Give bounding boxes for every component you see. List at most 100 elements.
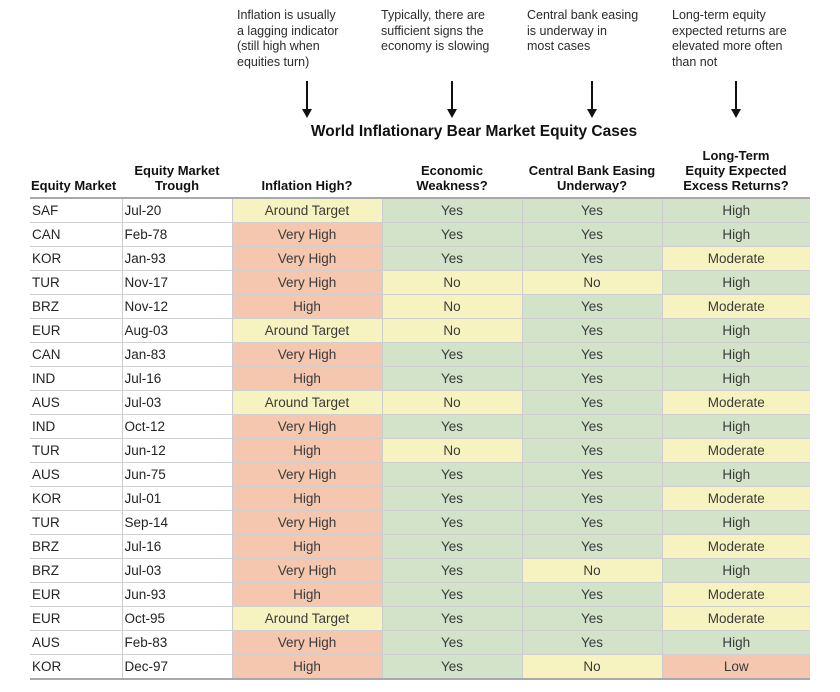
cell-returns: High xyxy=(662,198,810,223)
cell-inflation: Around Target xyxy=(232,198,383,223)
cell-returns: Moderate xyxy=(662,486,810,511)
cell-inflation: Very High xyxy=(232,462,383,487)
cell-inflation: Very High xyxy=(232,510,383,535)
cell-trough: Jul-03 xyxy=(122,558,233,583)
cell-trough: Feb-78 xyxy=(122,222,233,247)
cell-easing: Yes xyxy=(522,414,663,439)
cell-market: KOR xyxy=(30,486,123,511)
cell-trough: Feb-83 xyxy=(122,630,233,655)
cell-weakness: Yes xyxy=(382,606,523,631)
cell-market: EUR xyxy=(30,606,123,631)
cell-weakness: Yes xyxy=(382,246,523,271)
annotation-easing-underway: Central bank easing is underway in most … xyxy=(527,8,639,53)
cell-weakness: Yes xyxy=(382,414,523,439)
cell-returns: Moderate xyxy=(662,534,810,559)
cell-returns: High xyxy=(662,510,810,535)
cell-market: AUS xyxy=(30,630,123,655)
cell-returns: High xyxy=(662,414,810,439)
cell-weakness: No xyxy=(382,438,523,463)
cell-trough: Sep-14 xyxy=(122,510,233,535)
cell-trough: Dec-97 xyxy=(122,654,233,680)
cell-inflation: Around Target xyxy=(232,318,383,343)
cell-easing: No xyxy=(522,654,663,680)
col-header-trough: Equity Market Trough xyxy=(122,148,232,199)
cell-market: BRZ xyxy=(30,534,123,559)
cell-trough: Jul-20 xyxy=(122,198,233,223)
cell-weakness: Yes xyxy=(382,534,523,559)
cell-trough: Jun-75 xyxy=(122,462,233,487)
cell-easing: Yes xyxy=(522,486,663,511)
cell-returns: Moderate xyxy=(662,606,810,631)
cell-easing: Yes xyxy=(522,462,663,487)
cell-easing: Yes xyxy=(522,510,663,535)
cell-easing: Yes xyxy=(522,390,663,415)
cell-inflation: Very High xyxy=(232,246,383,271)
cell-easing: No xyxy=(522,270,663,295)
cell-easing: Yes xyxy=(522,294,663,319)
cell-easing: Yes xyxy=(522,342,663,367)
cell-trough: Jul-16 xyxy=(122,534,233,559)
cell-weakness: Yes xyxy=(382,342,523,367)
cell-inflation: Very High xyxy=(232,270,383,295)
cell-market: CAN xyxy=(30,222,123,247)
cell-market: KOR xyxy=(30,246,123,271)
cell-trough: Jun-93 xyxy=(122,582,233,607)
down-arrow-icon xyxy=(586,81,598,119)
cell-market: IND xyxy=(30,366,123,391)
table-row: EUR Oct-95 Around Target Yes Yes Moderate xyxy=(30,606,810,631)
down-arrow-icon xyxy=(446,81,458,119)
table-header: Equity Market Equity Market Trough Infla… xyxy=(30,148,810,199)
annotation-returns-elevated: Long-term equity expected returns are el… xyxy=(672,8,787,69)
cell-market: EUR xyxy=(30,582,123,607)
cell-inflation: Very High xyxy=(232,630,383,655)
cell-weakness: Yes xyxy=(382,198,523,223)
table-row: CAN Feb-78 Very High Yes Yes High xyxy=(30,222,810,247)
cell-weakness: Yes xyxy=(382,630,523,655)
down-arrow-icon xyxy=(730,81,742,119)
col-header-long-term-returns: Long-Term Equity Expected Excess Returns… xyxy=(662,148,810,199)
table-row: IND Oct-12 Very High Yes Yes High xyxy=(30,414,810,439)
cell-weakness: Yes xyxy=(382,654,523,680)
cell-market: IND xyxy=(30,414,123,439)
cell-trough: Oct-95 xyxy=(122,606,233,631)
cell-weakness: Yes xyxy=(382,510,523,535)
cell-trough: Aug-03 xyxy=(122,318,233,343)
cell-easing: No xyxy=(522,558,663,583)
table-row: CAN Jan-83 Very High Yes Yes High xyxy=(30,342,810,367)
cell-inflation: Around Target xyxy=(232,606,383,631)
cell-returns: Moderate xyxy=(662,246,810,271)
table-row: KOR Jan-93 Very High Yes Yes Moderate xyxy=(30,246,810,271)
cell-trough: Jun-12 xyxy=(122,438,233,463)
cell-returns: High xyxy=(662,222,810,247)
table-row: BRZ Nov-12 High No Yes Moderate xyxy=(30,294,810,319)
table-body: SAF Jul-20 Around Target Yes Yes High CAN Feb-7… xyxy=(30,198,810,680)
cell-inflation: High xyxy=(232,486,383,511)
cell-returns: High xyxy=(662,270,810,295)
cases-table: Equity Market Equity Market Trough Infla… xyxy=(30,148,810,680)
cell-easing: Yes xyxy=(522,606,663,631)
cell-inflation: High xyxy=(232,366,383,391)
cell-easing: Yes xyxy=(522,198,663,223)
col-header-economic-weakness: Economic Weakness? xyxy=(382,148,522,199)
cell-inflation: Around Target xyxy=(232,390,383,415)
cell-weakness: Yes xyxy=(382,558,523,583)
cell-trough: Nov-12 xyxy=(122,294,233,319)
cell-returns: Low xyxy=(662,654,810,680)
col-header-central-bank-easing: Central Bank Easing Underway? xyxy=(522,148,662,199)
table-row: AUS Jun-75 Very High Yes Yes High xyxy=(30,462,810,487)
table-row: TUR Nov-17 Very High No No High xyxy=(30,270,810,295)
cell-easing: Yes xyxy=(522,366,663,391)
table-row: EUR Jun-93 High Yes Yes Moderate xyxy=(30,582,810,607)
table-row: TUR Sep-14 Very High Yes Yes High xyxy=(30,510,810,535)
col-header-inflation-high: Inflation High? xyxy=(232,148,382,199)
annotation-economy-slowing: Typically, there are sufficient signs th… xyxy=(381,8,490,53)
cell-market: SAF xyxy=(30,198,123,223)
cell-inflation: High xyxy=(232,438,383,463)
cell-weakness: No xyxy=(382,270,523,295)
cell-weakness: No xyxy=(382,318,523,343)
cell-trough: Jul-01 xyxy=(122,486,233,511)
cell-returns: High xyxy=(662,462,810,487)
cell-market: AUS xyxy=(30,390,123,415)
cell-market: BRZ xyxy=(30,558,123,583)
cell-inflation: Very High xyxy=(232,558,383,583)
